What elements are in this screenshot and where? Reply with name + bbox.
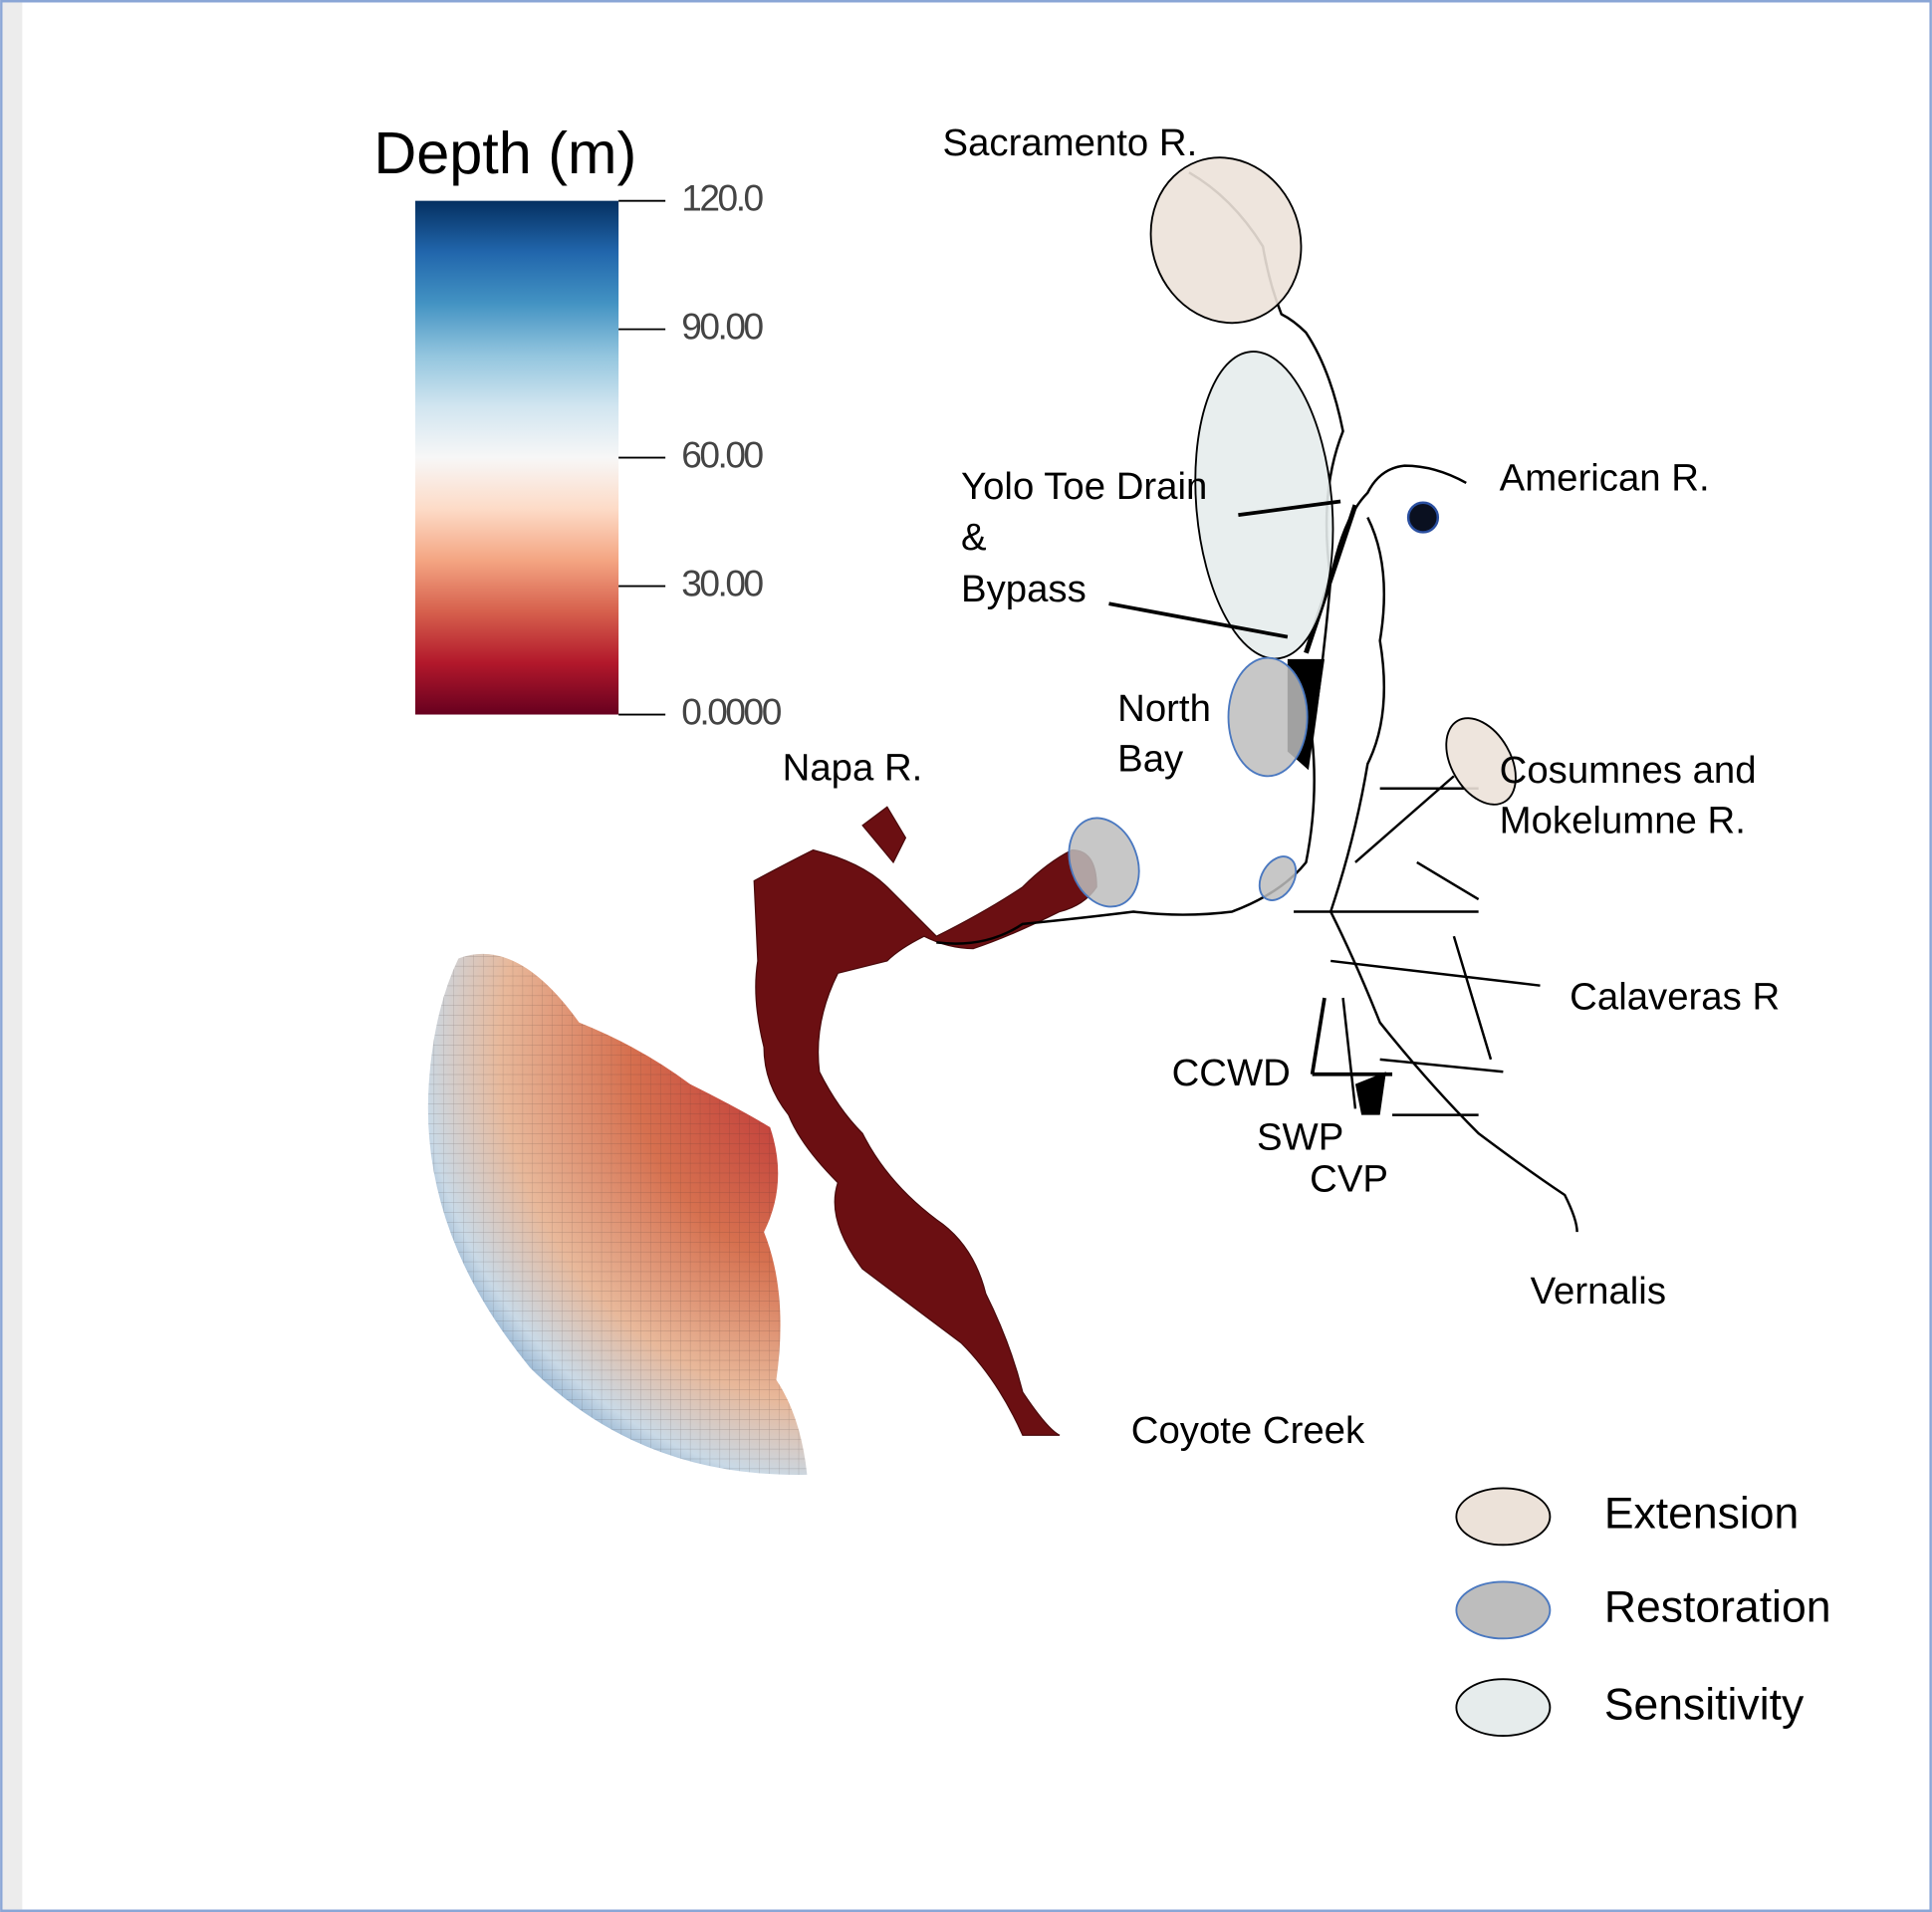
legend-swatch <box>1456 1679 1550 1736</box>
place-label: North <box>1117 687 1211 730</box>
legend: Extension Restoration Sensitivity <box>1456 1488 1830 1736</box>
legend-label: Sensitivity <box>1604 1680 1805 1729</box>
legend-swatch <box>1456 1488 1550 1545</box>
tick-label: 90.00 <box>681 305 763 347</box>
restoration-zone <box>1229 658 1308 777</box>
place-label: Sacramento R. <box>942 121 1197 164</box>
place-label: SWP <box>1257 1115 1343 1158</box>
side-strip <box>3 2 23 1909</box>
place-label: Calaveras R <box>1570 975 1780 1018</box>
place-label: Cosumnes and <box>1500 749 1757 792</box>
colorbar-ramp <box>415 201 618 715</box>
place-label: Bypass <box>961 568 1087 610</box>
place-label: CCWD <box>1172 1052 1291 1094</box>
tick-label: 120.0 <box>681 176 763 218</box>
tick-label: 0.0000 <box>681 690 781 732</box>
place-label: Bay <box>1117 738 1184 781</box>
place-label: & <box>961 516 987 559</box>
legend-label: Restoration <box>1604 1583 1831 1632</box>
legend-swatch <box>1456 1581 1550 1638</box>
place-label: Vernalis <box>1531 1270 1666 1313</box>
place-label: CVP <box>1310 1158 1388 1201</box>
place-label: Yolo Toe Drain <box>961 465 1207 508</box>
american-marker <box>1408 503 1438 533</box>
place-label: Coyote Creek <box>1131 1409 1365 1452</box>
map-figure: Depth (m) 120.0 90.00 60.00 30.00 0.0000 Sacr… <box>0 0 1932 1912</box>
legend-label: Extension <box>1604 1490 1800 1539</box>
tick-label: 60.00 <box>681 433 763 475</box>
place-label: Mokelumne R. <box>1500 800 1746 842</box>
tick-label: 30.00 <box>681 562 763 603</box>
colorbar-title: Depth (m) <box>373 120 636 186</box>
place-label: American R. <box>1500 457 1710 500</box>
place-label: Napa R. <box>783 746 923 789</box>
